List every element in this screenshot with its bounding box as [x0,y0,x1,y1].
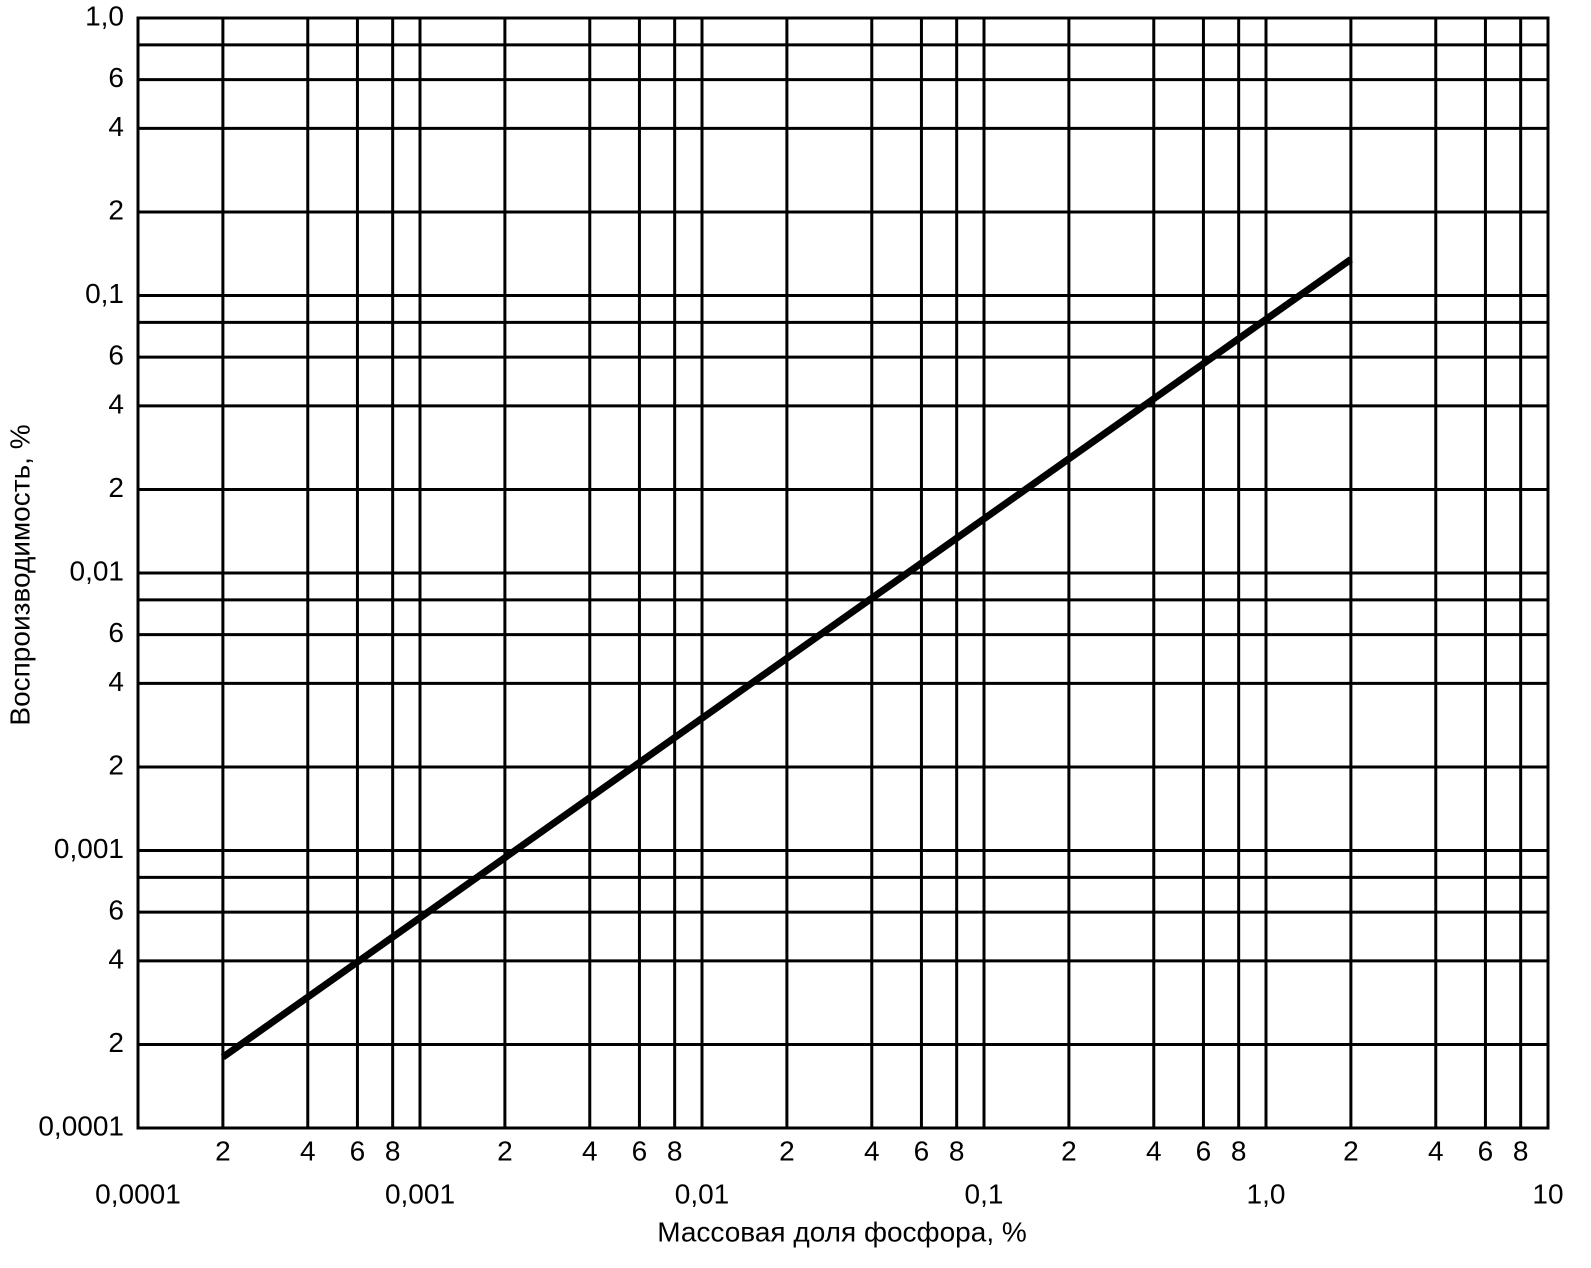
x-minor-tick-label: 8 [1513,1135,1529,1166]
y-tick-label: 2 [108,472,124,503]
x-minor-tick-label: 2 [1061,1135,1077,1166]
x-minor-tick-label: 2 [779,1135,795,1166]
y-tick-label: 6 [108,62,124,93]
x-minor-tick-label: 4 [1146,1135,1162,1166]
x-axis-title: Массовая доля фосфора, % [657,1216,1027,1247]
x-minor-tick-label: 6 [350,1135,366,1166]
x-minor-tick-label: 8 [949,1135,965,1166]
x-minor-tick-label: 2 [497,1135,513,1166]
x-minor-tick-label: 8 [667,1135,683,1166]
x-minor-tick-label: 4 [1428,1135,1444,1166]
y-tick-label: 0,1 [85,278,124,309]
y-tick-label: 6 [108,894,124,925]
x-minor-tick-label: 6 [632,1135,648,1166]
x-minor-tick-label: 8 [385,1135,401,1166]
x-minor-tick-label: 2 [1343,1135,1359,1166]
x-minor-tick-label: 2 [215,1135,231,1166]
y-tick-label: 0,001 [54,833,124,864]
x-minor-tick-label: 8 [1231,1135,1247,1166]
x-tick-label: 10 [1532,1178,1563,1209]
x-minor-tick-label: 6 [1478,1135,1494,1166]
x-minor-tick-label: 4 [864,1135,880,1166]
y-tick-label: 2 [108,749,124,780]
y-tick-label: 4 [108,388,124,419]
y-axis-title: Воспроизводимость, % [4,424,35,725]
y-tick-label: 4 [108,666,124,697]
y-tick-label: 2 [108,194,124,225]
x-tick-label: 0,1 [965,1178,1004,1209]
y-tick-label: 4 [108,111,124,142]
y-tick-label: 6 [108,339,124,370]
x-tick-label: 0,0001 [95,1178,181,1209]
y-tick-label: 0,0001 [38,1110,124,1141]
x-minor-tick-label: 6 [914,1135,930,1166]
y-tick-label: 2 [108,1027,124,1058]
y-tick-label: 1,0 [85,0,124,31]
x-tick-label: 1,0 [1247,1178,1286,1209]
y-tick-label: 4 [108,943,124,974]
x-minor-tick-label: 6 [1196,1135,1212,1166]
x-minor-tick-label: 4 [582,1135,598,1166]
x-tick-label: 0,001 [385,1178,455,1209]
x-tick-label: 0,01 [675,1178,730,1209]
plot-frame [136,16,1550,1130]
y-tick-label: 0,01 [70,555,125,586]
x-minor-tick-label: 4 [300,1135,316,1166]
data-line [220,256,1353,1061]
y-tick-label: 6 [108,617,124,648]
